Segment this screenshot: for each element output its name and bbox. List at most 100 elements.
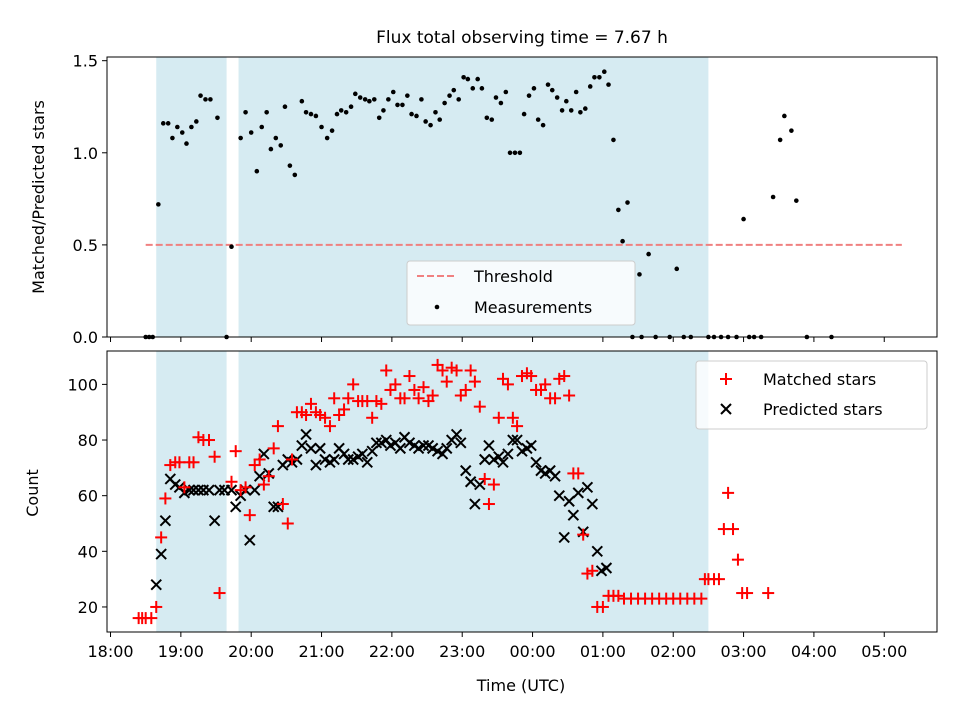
measurement-point bbox=[770, 194, 776, 200]
matched-star-point bbox=[257, 478, 270, 491]
measurement-point bbox=[319, 124, 324, 130]
matched-star-point bbox=[712, 573, 725, 586]
predicted-star-point bbox=[563, 495, 575, 507]
matched-star-point bbox=[304, 397, 317, 410]
matched-star-point bbox=[459, 383, 472, 396]
measurement-point bbox=[606, 82, 611, 87]
predicted-star-point bbox=[450, 428, 463, 441]
x-tick-label: 04:00 bbox=[791, 642, 837, 661]
measurement-point bbox=[517, 150, 523, 156]
measurement-point bbox=[597, 74, 602, 80]
top-y-tick-label: 0.0 bbox=[73, 328, 98, 347]
matched-star-point bbox=[464, 364, 477, 377]
measurement-point bbox=[489, 117, 495, 122]
measurement-point bbox=[395, 102, 400, 108]
predicted-star-point bbox=[394, 442, 407, 455]
top-legend: Threshold Measurements bbox=[406, 260, 636, 326]
x-axis-label: Time (UTC) bbox=[476, 676, 565, 695]
measurement-point bbox=[559, 108, 565, 113]
measurement-point bbox=[782, 113, 787, 119]
measurement-point bbox=[674, 266, 680, 272]
matched-star-point bbox=[389, 378, 402, 391]
predicted-star-point bbox=[474, 478, 486, 491]
predicted-star-point bbox=[581, 481, 594, 494]
measurement-point bbox=[554, 95, 560, 100]
matched-star-point bbox=[202, 434, 215, 447]
top-panel: 0.0 0.5 1.0 1.5 Matched/Predicted stars Thr… bbox=[29, 52, 938, 347]
predicted-star-point bbox=[525, 439, 537, 452]
measurement-point bbox=[175, 124, 180, 130]
measurement-point bbox=[549, 87, 555, 93]
predicted-star-point bbox=[230, 501, 242, 513]
matched-star-point bbox=[563, 389, 576, 402]
predicted-star-point bbox=[558, 531, 570, 544]
predicted-star-point bbox=[310, 459, 322, 471]
predicted-star-point bbox=[479, 453, 491, 466]
predicted-star-point bbox=[370, 437, 383, 449]
measurement-point bbox=[789, 128, 794, 133]
measurement-point bbox=[352, 91, 358, 97]
predicted-star-point bbox=[342, 453, 354, 466]
measurement-point bbox=[587, 84, 593, 89]
matched-star-point bbox=[300, 408, 313, 421]
measurement-point bbox=[198, 93, 203, 98]
matched-star-point bbox=[281, 517, 294, 530]
measurement-point bbox=[601, 69, 607, 75]
matched-star-point bbox=[487, 478, 500, 491]
x-tick-label: 21:00 bbox=[298, 642, 344, 661]
measurement-point bbox=[465, 76, 471, 82]
measurement-point bbox=[423, 119, 428, 124]
matched-star-point bbox=[267, 442, 280, 455]
legend-threshold-label: Threshold bbox=[473, 267, 553, 286]
measurement-point bbox=[390, 89, 396, 95]
predicted-star-point bbox=[296, 439, 308, 452]
predicted-star-point bbox=[567, 509, 580, 521]
matched-star-point bbox=[731, 553, 744, 566]
measurement-point bbox=[592, 74, 597, 80]
predicted-star-point bbox=[366, 445, 378, 457]
x-tick-label: 18:00 bbox=[87, 642, 133, 661]
measurement-point bbox=[535, 117, 541, 122]
matched-star-point bbox=[482, 498, 495, 511]
matched-star-point bbox=[338, 403, 351, 416]
x-tick-label: 01:00 bbox=[580, 642, 626, 661]
predicted-star-point bbox=[600, 562, 613, 574]
matched-star-point bbox=[727, 523, 740, 536]
matched-star-point bbox=[412, 392, 425, 405]
measurement-point bbox=[343, 109, 349, 115]
predicted-star-point bbox=[469, 498, 481, 510]
measurement-point bbox=[160, 121, 166, 126]
matched-star-point bbox=[276, 498, 289, 511]
measurement-point bbox=[777, 137, 783, 143]
measurement-point bbox=[503, 89, 509, 95]
x-tick-label: 20:00 bbox=[228, 642, 274, 661]
matched-star-point bbox=[253, 453, 266, 466]
matched-star-point bbox=[539, 378, 552, 391]
measurement-point bbox=[512, 150, 518, 156]
measurement-point bbox=[573, 89, 579, 95]
matched-star-point bbox=[285, 453, 298, 466]
measurement-point bbox=[637, 272, 642, 277]
measurement-point bbox=[248, 130, 254, 135]
bottom-legend-box bbox=[695, 360, 928, 430]
measurement-point bbox=[308, 111, 314, 117]
predicted-star-point bbox=[356, 448, 369, 460]
legend-predicted-label: Predicted stars bbox=[763, 400, 883, 419]
legend-matched-swatch bbox=[720, 373, 732, 385]
measurement-point bbox=[208, 97, 213, 102]
matched-star-point bbox=[366, 411, 379, 424]
matched-star-point bbox=[323, 420, 336, 433]
x-tick-label: 00:00 bbox=[509, 642, 555, 661]
measurement-point bbox=[165, 121, 171, 126]
measurement-point bbox=[405, 93, 410, 98]
measurement-point bbox=[433, 109, 438, 115]
measurement-point bbox=[540, 122, 546, 128]
matched-star-point bbox=[762, 587, 775, 600]
top-x-ticks bbox=[110, 337, 885, 342]
measurement-point bbox=[184, 141, 189, 146]
measurement-point bbox=[531, 86, 537, 91]
matched-star-point bbox=[243, 509, 256, 522]
predicted-star-point bbox=[150, 578, 162, 591]
measurement-point bbox=[545, 82, 551, 87]
